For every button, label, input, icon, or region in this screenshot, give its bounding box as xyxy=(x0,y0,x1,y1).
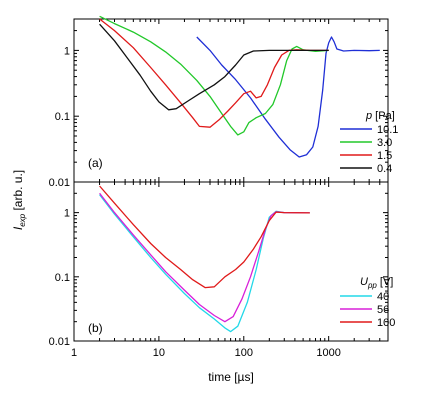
legend-label-40: 40 xyxy=(377,291,389,303)
legend-b-var: U xyxy=(360,276,368,288)
series-line-1.5 xyxy=(99,18,329,128)
y-axis-unit: [arb. u.] xyxy=(11,170,25,214)
x-tick-label: 10 xyxy=(153,347,165,359)
series-line-3.0 xyxy=(99,15,329,136)
panel-label-a: (a) xyxy=(88,156,103,170)
plot-frame-a xyxy=(73,18,389,183)
legend-a-unit: [Pa] xyxy=(372,110,395,122)
series-line-100 xyxy=(99,185,310,289)
y-tick-label: 0.01 xyxy=(49,336,70,348)
y-tick-label: 0.01 xyxy=(49,177,70,189)
y-tick-label: 1 xyxy=(64,45,70,57)
series-line-40 xyxy=(99,194,310,333)
plot-frame-b xyxy=(73,181,389,342)
y-axis-subscript: exp xyxy=(18,213,27,226)
legend-a-title: p [Pa] xyxy=(365,110,395,122)
panel-label-b: (b) xyxy=(88,321,103,335)
legend-label-56: 56 xyxy=(377,304,389,316)
series-line-0.4 xyxy=(99,23,329,111)
x-axis-title: time [µs] xyxy=(208,370,254,384)
x-tick-label: 1 xyxy=(71,347,77,359)
y-tick-label: 0.1 xyxy=(55,111,70,123)
legend-b-title: Upp [V] xyxy=(360,276,393,290)
legend-label-10.1: 10.1 xyxy=(377,124,398,136)
legend-label-1.5: 1.5 xyxy=(377,150,392,162)
y-axis-title: Iexp [arb. u.] xyxy=(11,170,27,230)
legend-label-3.0: 3.0 xyxy=(377,137,392,149)
x-tick-label: 100 xyxy=(235,347,253,359)
x-tick-label: 1000 xyxy=(316,347,340,359)
legend-label-100: 100 xyxy=(377,317,395,329)
y-tick-label: 1 xyxy=(64,208,70,220)
series-line-56 xyxy=(99,192,310,323)
legend-a-var: p xyxy=(365,110,372,122)
legend-b-sub: pp xyxy=(367,281,377,290)
panel-a: 0.01 0.1 1 10.13.01.50.4 xyxy=(49,15,398,189)
y-axis-symbol: I xyxy=(11,226,25,230)
legend-label-0.4: 0.4 xyxy=(377,163,392,175)
series-line-10.1 xyxy=(196,36,380,158)
legend-b-unit: [V] xyxy=(377,276,394,288)
y-tick-label: 0.1 xyxy=(55,272,70,284)
